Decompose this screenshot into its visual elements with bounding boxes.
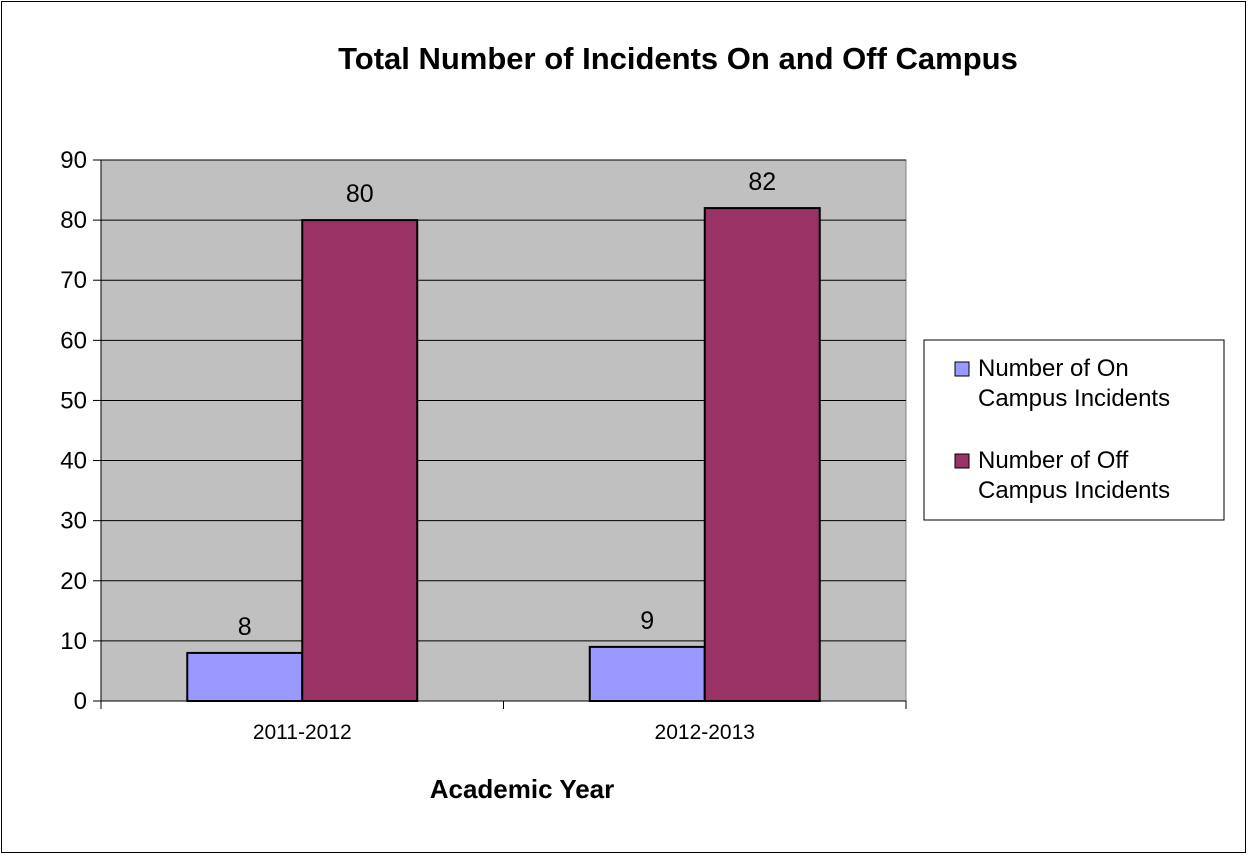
data-label: 8 <box>238 613 252 641</box>
y-tick-label: 90 <box>60 147 87 174</box>
x-tick-label: 2011-2012 <box>253 721 352 744</box>
y-tick-label: 60 <box>60 327 87 354</box>
data-label: 80 <box>346 180 374 208</box>
data-label: 9 <box>640 607 654 635</box>
y-tick-label: 50 <box>60 387 87 414</box>
data-labels: 8 80 9 82 <box>238 168 776 641</box>
bar <box>186 651 304 703</box>
legend-box <box>923 339 1225 521</box>
y-tick-label: 80 <box>60 207 87 234</box>
bar <box>703 207 821 702</box>
y-axis-ticks: 0 10 20 30 40 50 60 70 80 90 <box>60 147 101 715</box>
legend-entry-label: Number of On <box>978 355 1129 382</box>
legend: Number of On Campus Incidents Number of Of… <box>923 339 1225 521</box>
bar <box>301 219 419 702</box>
legend-swatch <box>954 453 970 469</box>
legend-swatch <box>954 361 970 377</box>
y-tick-label: 10 <box>60 628 87 655</box>
x-axis-ticks: 2011-2012 2012-2013 <box>100 701 907 744</box>
y-tick-label: 70 <box>60 267 87 294</box>
legend-entry-label: Campus Incidents <box>978 385 1170 412</box>
y-tick-label: 0 <box>74 688 87 715</box>
chart-title: Total Number of Incidents On and Off Cam… <box>338 41 1018 76</box>
x-axis-label: Academic Year <box>430 774 615 804</box>
x-tick-label: 2012-2013 <box>655 721 755 744</box>
y-tick-label: 40 <box>60 448 87 475</box>
data-label: 82 <box>748 168 776 196</box>
bars <box>186 207 821 703</box>
legend-entry-label: Number of Off <box>978 447 1129 474</box>
bar <box>588 645 706 703</box>
y-tick-label: 20 <box>60 568 87 595</box>
y-tick-label: 30 <box>60 508 87 535</box>
legend-entry-label: Campus Incidents <box>978 477 1170 504</box>
